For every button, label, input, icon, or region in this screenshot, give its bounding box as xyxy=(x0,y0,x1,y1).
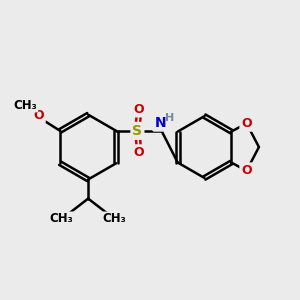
Text: O: O xyxy=(134,146,144,159)
Text: S: S xyxy=(132,124,142,138)
Text: H: H xyxy=(165,113,174,124)
Text: CH₃: CH₃ xyxy=(103,212,127,225)
Text: O: O xyxy=(33,109,44,122)
Text: O: O xyxy=(241,164,252,177)
Text: O: O xyxy=(134,103,144,116)
Text: N: N xyxy=(154,116,166,130)
Text: O: O xyxy=(241,117,252,130)
Text: CH₃: CH₃ xyxy=(14,99,38,112)
Text: CH₃: CH₃ xyxy=(50,212,74,225)
